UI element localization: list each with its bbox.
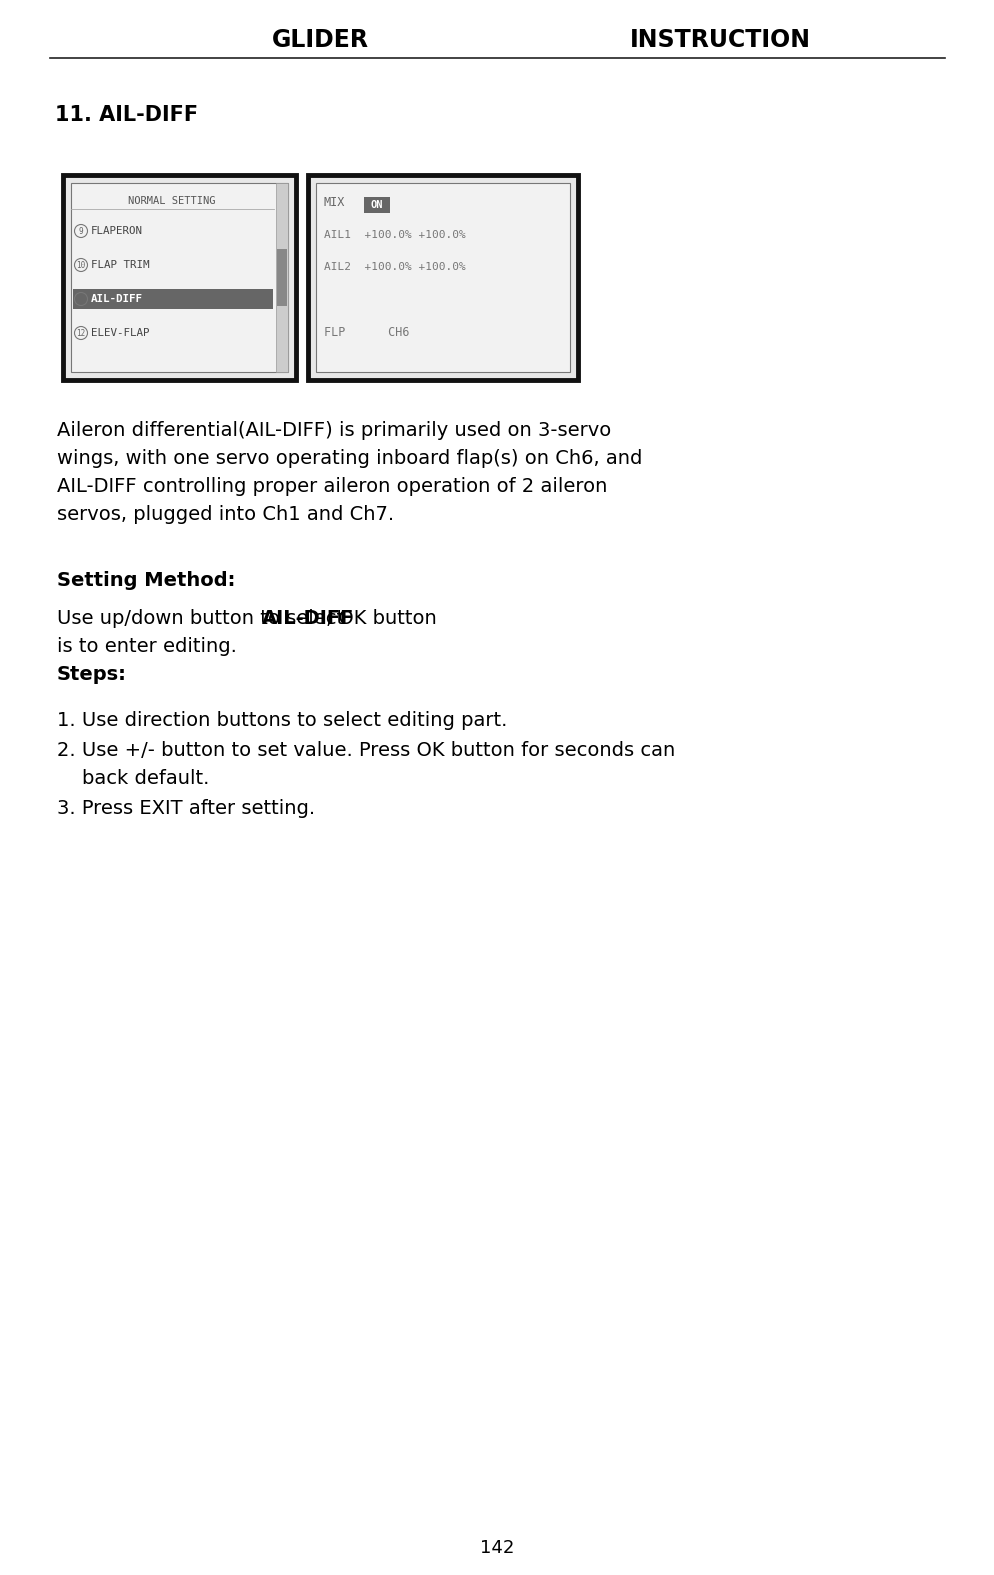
Text: Steps:: Steps: [57, 666, 127, 685]
Text: Aileron differential(AIL-DIFF) is primarily used on 3-servo: Aileron differential(AIL-DIFF) is primar… [57, 421, 610, 439]
Text: 1. Use direction buttons to select editing part.: 1. Use direction buttons to select editi… [57, 710, 507, 729]
Text: NORMAL SETTING: NORMAL SETTING [127, 195, 215, 206]
Text: back default.: back default. [57, 769, 209, 788]
Text: is to enter editing.: is to enter editing. [57, 636, 237, 655]
Text: AIL-DIFF controlling proper aileron operation of 2 aileron: AIL-DIFF controlling proper aileron oper… [57, 477, 606, 496]
Bar [71, 183, 287, 372]
Bar [308, 175, 578, 380]
Text: FLP      CH6: FLP CH6 [324, 326, 410, 340]
Text: AIL2  +100.0% +100.0%: AIL2 +100.0% +100.0% [324, 261, 465, 272]
Text: AIL-DIFF: AIL-DIFF [90, 295, 143, 304]
Text: wings, with one servo operating inboard flap(s) on Ch6, and: wings, with one servo operating inboard … [57, 449, 642, 468]
Text: 11: 11 [77, 295, 85, 304]
Text: MIX: MIX [324, 197, 345, 209]
Bar [275, 183, 287, 372]
Text: 12: 12 [77, 329, 85, 337]
Bar [316, 183, 570, 372]
Bar [63, 175, 295, 380]
Text: Setting Method:: Setting Method: [57, 570, 236, 589]
Text: FLAPERON: FLAPERON [90, 225, 143, 236]
Bar [364, 197, 390, 213]
Bar [73, 288, 272, 309]
Text: 3. Press EXIT after setting.: 3. Press EXIT after setting. [57, 799, 315, 817]
Text: 2. Use +/- button to set value. Press OK button for seconds can: 2. Use +/- button to set value. Press OK… [57, 740, 675, 759]
Text: ON: ON [371, 200, 383, 209]
Text: 10: 10 [77, 260, 85, 269]
Text: servos, plugged into Ch1 and Ch7.: servos, plugged into Ch1 and Ch7. [57, 504, 394, 523]
Text: FLAP TRIM: FLAP TRIM [90, 260, 149, 269]
Text: INSTRUCTION: INSTRUCTION [629, 28, 810, 52]
Text: Use up/down button to select: Use up/down button to select [57, 608, 350, 627]
Bar [276, 249, 286, 306]
Text: , OK button: , OK button [326, 608, 436, 627]
Text: 142: 142 [479, 1539, 514, 1558]
Text: GLIDER: GLIDER [271, 28, 368, 52]
Text: 9: 9 [79, 227, 83, 236]
Text: AIL-DIFF: AIL-DIFF [261, 608, 354, 627]
Text: AIL1  +100.0% +100.0%: AIL1 +100.0% +100.0% [324, 230, 465, 239]
Text: ELEV-FLAP: ELEV-FLAP [90, 328, 149, 339]
Text: 11. AIL-DIFF: 11. AIL-DIFF [55, 106, 198, 124]
